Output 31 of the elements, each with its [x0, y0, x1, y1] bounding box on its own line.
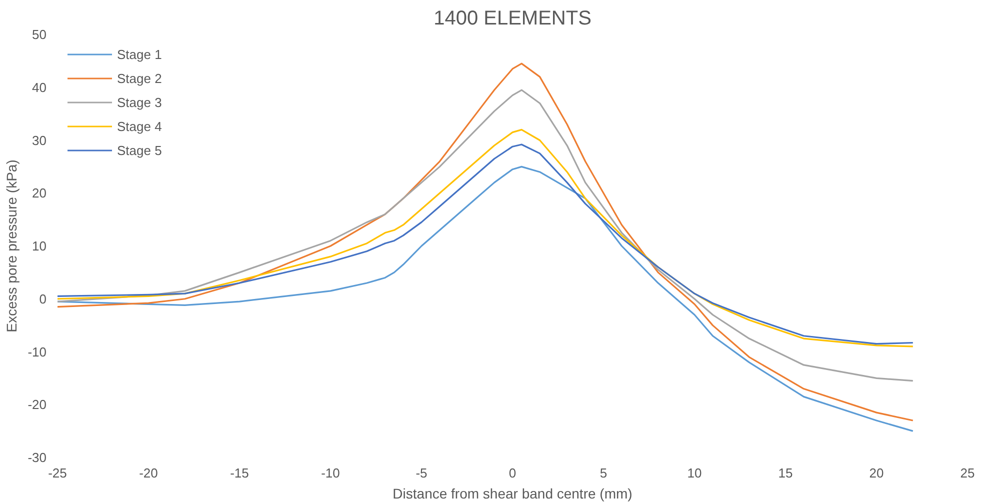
line-series: [58, 89, 914, 382]
x-tick-label: -15: [230, 466, 249, 480]
chart-title: 1400 ELEMENTS: [434, 8, 592, 30]
y-tick-label: 50: [32, 27, 47, 42]
x-tick-label: -20: [139, 466, 158, 480]
y-tick-label: -10: [28, 344, 47, 360]
x-tick-label: -5: [416, 466, 428, 480]
y-tick-label: 30: [32, 132, 47, 148]
x-tick-label: 20: [869, 466, 884, 480]
legend-label: Stage 4: [117, 118, 162, 134]
x-tick-label: 15: [778, 466, 793, 480]
x-tick-label: 25: [960, 466, 975, 480]
y-tick-label: 40: [32, 80, 47, 95]
x-tick-label: 10: [687, 466, 702, 480]
legend-label: Stage 1: [117, 46, 162, 62]
legend-label: Stage 2: [117, 70, 162, 86]
y-axis-title: Excess pore pressure (kPa): [4, 160, 20, 332]
x-axis-title: Distance from shear band centre (mm): [392, 486, 632, 502]
y-tick-label: 0: [39, 291, 47, 306]
legend-label: Stage 5: [117, 142, 162, 158]
y-tick-label: 20: [32, 186, 47, 201]
x-tick-label: 5: [600, 466, 608, 480]
x-tick-label: -10: [321, 466, 340, 480]
y-tick-label: -20: [28, 397, 47, 412]
line-series: [58, 166, 914, 432]
legend-label: Stage 3: [117, 94, 162, 110]
x-tick-label: 0: [508, 466, 516, 480]
y-tick-label: -30: [28, 450, 47, 465]
line-series: [58, 62, 914, 422]
y-tick-label: 10: [32, 238, 47, 254]
x-tick-label: -25: [48, 466, 67, 480]
